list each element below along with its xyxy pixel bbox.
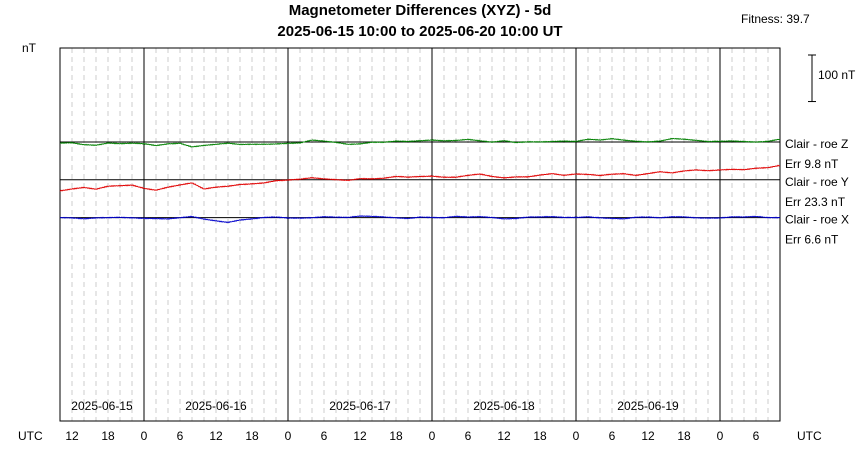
series-line xyxy=(59,137,780,148)
fitness-label: Fitness: 39.7 xyxy=(741,12,810,26)
series-error-label: Err 23.3 nT xyxy=(785,195,846,209)
x-tick-label: 0 xyxy=(717,429,724,443)
x-tick-label: 18 xyxy=(389,429,403,443)
x-tick-label: 12 xyxy=(353,429,367,443)
date-label: 2025-06-19 xyxy=(617,399,679,413)
x-tick-label: 6 xyxy=(753,429,760,443)
chart-title: Magnetometer Differences (XYZ) - 5d xyxy=(289,2,552,19)
date-label: 2025-06-18 xyxy=(473,399,535,413)
x-tick-label: 0 xyxy=(573,429,580,443)
plot-area: Clair - roe Z Err 9.8 nT Clair - roe Y Err … xyxy=(59,47,849,443)
y-axis-unit-label: nT xyxy=(22,41,37,55)
x-tick-label: 18 xyxy=(677,429,691,443)
x-tick-label: 0 xyxy=(141,429,148,443)
x-axis-label-right: UTC xyxy=(797,429,822,443)
date-label: 2025-06-17 xyxy=(329,399,391,413)
chart-subtitle: 2025-06-15 10:00 to 2025-06-20 10:00 UT xyxy=(277,23,562,40)
x-tick-label: 12 xyxy=(65,429,79,443)
date-label: 2025-06-15 xyxy=(71,399,133,413)
series-name-label: Clair - roe Y xyxy=(785,175,849,189)
x-tick-label: 12 xyxy=(641,429,655,443)
date-label: 2025-06-16 xyxy=(185,399,247,413)
x-tick-label: 0 xyxy=(285,429,292,443)
x-tick-label: 12 xyxy=(497,429,511,443)
x-tick-label: 18 xyxy=(533,429,547,443)
scale-bar-label: 100 nT xyxy=(818,68,856,82)
x-tick-label: 18 xyxy=(245,429,259,443)
series-error-label: Err 9.8 nT xyxy=(785,157,839,171)
x-tick-label: 0 xyxy=(429,429,436,443)
series-name-label: Clair - roe Z xyxy=(785,137,848,151)
x-tick-label: 6 xyxy=(177,429,184,443)
series-line xyxy=(59,215,781,224)
x-tick-label: 6 xyxy=(465,429,472,443)
x-axis-label-left: UTC xyxy=(18,429,43,443)
series-line xyxy=(59,164,781,192)
series-error-label: Err 6.6 nT xyxy=(785,233,839,247)
x-tick-label: 18 xyxy=(101,429,115,443)
x-tick-label: 12 xyxy=(209,429,223,443)
x-tick-label: 6 xyxy=(609,429,616,443)
series-name-label: Clair - roe X xyxy=(785,213,849,227)
x-tick-label: 6 xyxy=(321,429,328,443)
plot-frame xyxy=(59,47,781,422)
